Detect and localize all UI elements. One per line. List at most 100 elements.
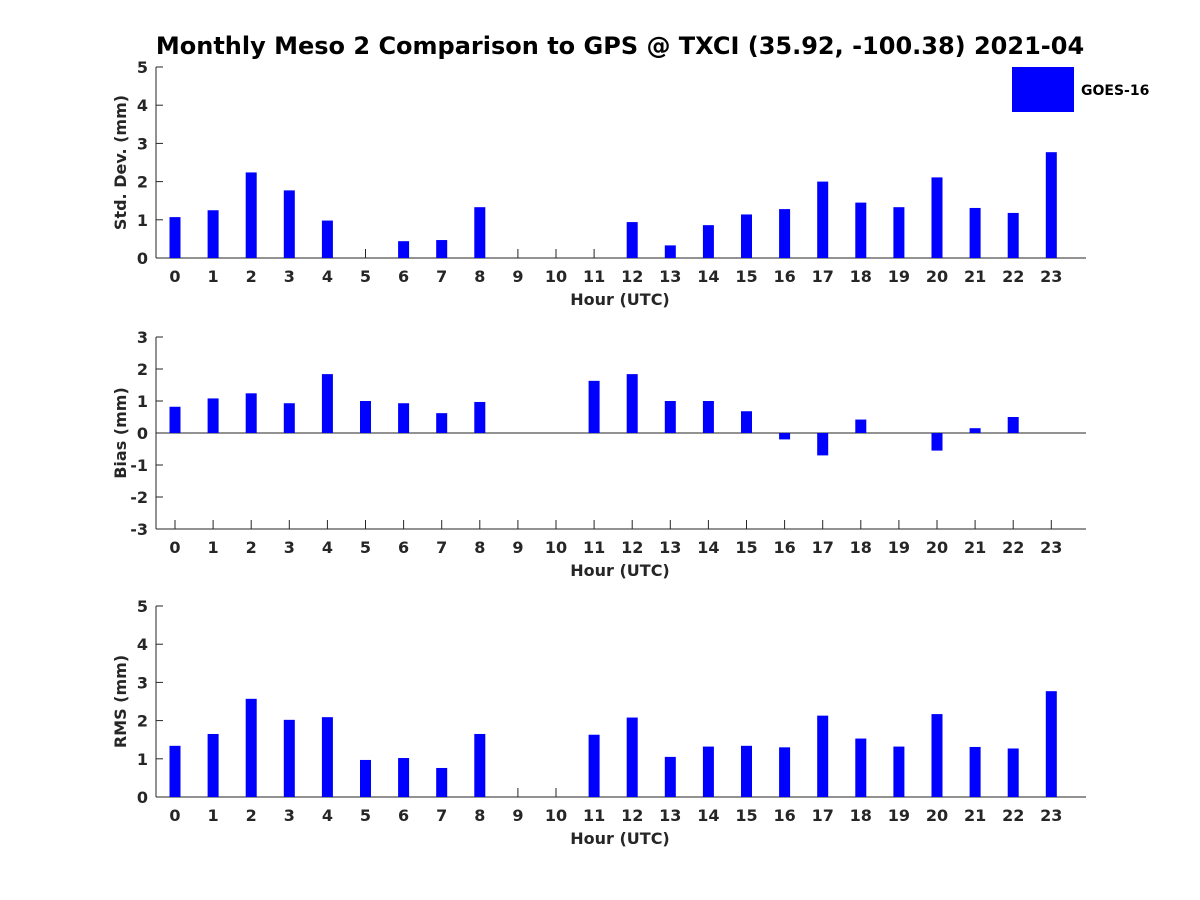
std-dev-bar-hour-6 [398,241,410,258]
bias-bar-hour-6 [398,403,410,433]
rms-x-tick-label: 2 [246,806,257,825]
bias-y-tick-label: 0 [137,424,148,443]
rms-bar-hour-18 [855,738,867,797]
bias-bar-hour-3 [283,403,295,433]
rms-y-tick-label: 5 [137,597,148,616]
bias-bar-hour-4 [321,374,333,433]
bias-bar-hour-2 [245,393,257,433]
rms-y-tick-label: 3 [137,673,148,692]
std-dev-x-tick-label: 15 [735,267,757,286]
rms-x-tick-label: 23 [1040,806,1062,825]
rms-x-tick-label: 17 [812,806,834,825]
std-dev-bar-hour-3 [283,190,295,258]
rms-bar-hour-1 [207,733,219,797]
bias-x-tick-label: 13 [659,538,681,557]
rms-x-tick-label: 15 [735,806,757,825]
std-dev-bar-hour-1 [207,210,219,258]
bias-x-tick-label: 14 [697,538,719,557]
bias-bar-hour-18 [855,419,867,433]
std-dev-x-tick-label: 22 [1002,267,1024,286]
std-dev-x-tick-label: 8 [474,267,485,286]
rms-bar-hour-0 [169,745,181,797]
legend-swatch [1012,67,1074,112]
rms-bar-hour-21 [969,746,981,797]
std-dev-x-tick-label: 1 [208,267,219,286]
rms-x-tick-label: 21 [964,806,986,825]
bias-x-tick-label: 21 [964,538,986,557]
bias-bar-hour-14 [702,401,714,433]
std-dev-x-tick-label: 23 [1040,267,1062,286]
bias-bar-hour-13 [664,401,676,433]
rms-bar-hour-12 [626,717,638,797]
rms-bar-hour-6 [398,758,410,797]
bias-x-tick-label: 8 [474,538,485,557]
std-dev-x-tick-label: 14 [697,267,719,286]
std-dev-x-tick-label: 4 [322,267,333,286]
std-dev-x-tick-label: 5 [360,267,371,286]
rms-x-tick-label: 1 [208,806,219,825]
rms-x-tick-label: 10 [545,806,567,825]
rms-bar-hour-7 [436,767,448,797]
rms-y-tick-label: 2 [137,712,148,731]
rms-x-tick-label: 20 [926,806,948,825]
bias-bar-hour-1 [207,398,219,433]
std-dev-bar-hour-14 [702,225,714,258]
bias-x-tick-label: 11 [583,538,605,557]
bias-y-tick-label: 3 [137,328,148,347]
std-dev-bar-hour-23 [1045,152,1057,258]
std-dev-x-tick-label: 6 [398,267,409,286]
rms-y-tick-label: 4 [137,635,148,654]
rms-x-tick-label: 3 [284,806,295,825]
rms-bar-hour-20 [931,714,943,797]
std-dev-x-tick-label: 20 [926,267,948,286]
bias-bar-hour-16 [779,433,791,440]
chart-title: Monthly Meso 2 Comparison to GPS @ TXCI … [156,32,1084,60]
std-dev-x-tick-label: 19 [888,267,910,286]
bias-x-tick-label: 17 [812,538,834,557]
rms-x-axis-label: Hour (UTC) [570,829,670,848]
bias-bar-hour-5 [360,401,371,433]
bias-y-axis-label: Bias (mm) [111,387,130,479]
std-dev-x-tick-label: 0 [169,267,180,286]
std-dev-bar-hour-13 [664,245,676,258]
std-dev-bar-hour-19 [893,207,905,258]
rms-x-tick-label: 4 [322,806,333,825]
bias-x-tick-label: 20 [926,538,948,557]
bias-bar-hour-21 [969,428,981,433]
bias-x-tick-label: 18 [850,538,872,557]
bias-bar-hour-11 [588,380,600,433]
std-dev-bar-hour-20 [931,177,943,258]
rms-x-tick-label: 6 [398,806,409,825]
rms-bar-hour-23 [1045,691,1057,797]
rms-x-tick-label: 22 [1002,806,1024,825]
bias-y-tick-label: -2 [130,488,148,507]
std-dev-y-tick-label: 4 [137,96,148,115]
bias-y-tick-label: 1 [137,392,148,411]
bias-x-tick-label: 4 [322,538,333,557]
rms-x-tick-label: 0 [169,806,180,825]
bias-x-tick-label: 0 [169,538,180,557]
std-dev-x-tick-label: 11 [583,267,605,286]
std-dev-y-tick-label: 2 [137,173,148,192]
std-dev-x-tick-label: 2 [246,267,257,286]
rms-bar-hour-16 [779,747,791,797]
legend: GOES-16 [1012,67,1149,112]
std-dev-bar-hour-12 [626,222,638,258]
rms-x-tick-label: 12 [621,806,643,825]
rms-x-tick-label: 8 [474,806,485,825]
bias-x-tick-label: 16 [773,538,795,557]
std-dev-bar-hour-8 [474,207,486,258]
std-dev-bar-hour-7 [436,240,448,258]
rms-x-tick-label: 14 [697,806,719,825]
std-dev-y-tick-label: 0 [137,249,148,268]
rms-bar-hour-17 [817,715,829,797]
std-dev-y-tick-label: 1 [137,211,148,230]
bias-x-axis-label: Hour (UTC) [570,561,670,580]
std-dev-bar-hour-4 [321,220,333,258]
bias-x-tick-label: 23 [1040,538,1062,557]
rms-bar-hour-15 [741,745,752,797]
bias-x-tick-label: 10 [545,538,567,557]
rms-x-tick-label: 11 [583,806,605,825]
